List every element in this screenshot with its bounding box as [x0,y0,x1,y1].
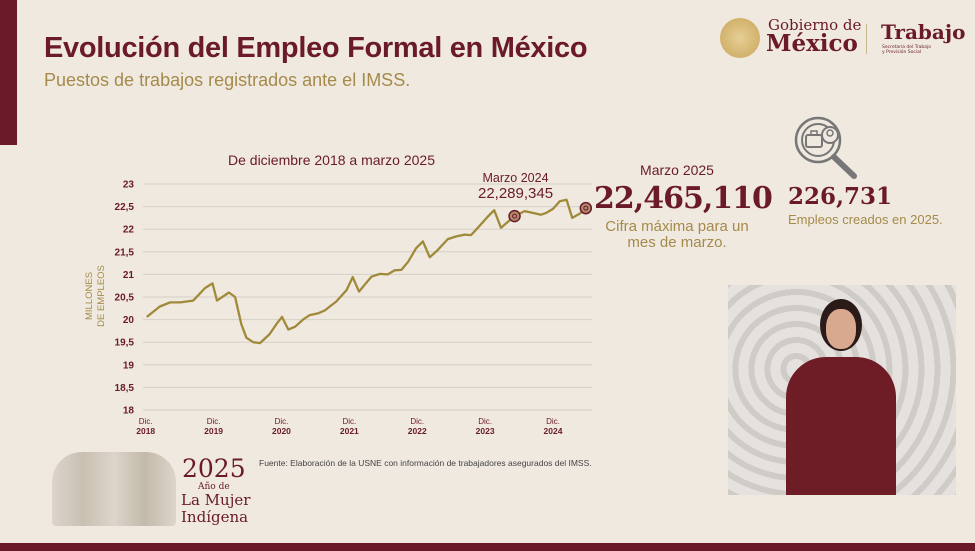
x-tick-label-month: Dic. [275,417,289,426]
highlight-value: 22,465,110 [594,181,773,216]
y-tick-label: 18,5 [115,383,135,394]
y-label-line1: MILLONES [84,272,95,320]
trabajo-logo-subtitle: Secretaría del Trabajo y Previsión Social [882,45,931,55]
jobs-created-caption: Empleos creados en 2025. [788,212,943,227]
data-point-marker [508,209,521,223]
x-tick-label-month: Dic. [478,417,492,426]
gobierno-logo-line2: México [766,30,858,57]
data-point-marker [579,201,593,215]
data-point-marker-center [512,213,518,219]
gobierno-logo-line1: Gobierno de [768,16,862,34]
y-tick-label: 23 [123,180,135,191]
x-tick-label-month: Dic. [342,417,356,426]
x-tick-label-month: Dic. [207,417,221,426]
job-search-icon [794,116,857,179]
interpreter-body [786,357,896,495]
employment-line-chart: MILLONES DE EMPLEOS 18 18,5 19 19,5 20 20,5 21… [84,171,593,436]
highlight-label: Marzo 2025 [640,162,714,178]
page-subtitle: Puestos de trabajos registrados ante el … [44,70,411,90]
footer-bar [0,543,975,551]
indigenous-women-illustration [52,452,176,526]
page-title: Evolución del Empleo Formal en México [44,32,588,64]
y-tick-label: 21 [123,270,135,281]
badge-line3: Indígena [181,508,249,526]
series-line [146,198,587,345]
jobs-created-value: 226,731 [788,183,893,210]
seal-icon [720,18,760,58]
source-note: Fuente: Elaboración de la USNE con infor… [259,458,592,468]
badge-line2: La Mujer [181,491,251,509]
badge-line1: Año de [198,482,230,492]
y-tick-label: 22 [123,225,135,236]
y-tick-label: 22,5 [115,202,135,213]
y-tick-label: 21,5 [115,247,135,258]
x-tick-label-year: 2019 [204,426,223,436]
caption-line2: mes de marzo. [627,234,727,251]
trabajo-logo: Trabajo [881,20,966,44]
y-tick-label: 19 [123,360,135,371]
highlight-caption: Cifra máxima para un mes de marzo. [598,219,756,251]
x-tick-label-year: 2022 [408,426,427,436]
logo-divider [866,24,867,54]
x-tick-label-year: 2024 [544,426,563,436]
trabajo-sub1: Secretaría del Trabajo [882,45,932,50]
y-tick-label: 20 [123,315,135,326]
badge-year: 2025 [182,454,246,483]
y-label-line2: DE EMPLEOS [96,265,107,327]
annotation-label: Marzo 2024 [483,171,549,185]
caption-line1: Cifra máxima para un [605,218,749,235]
annotation-value: 22,289,345 [478,185,553,202]
y-tick-label: 20,5 [115,293,135,304]
x-tick-label-month: Dic. [139,417,153,426]
accent-bar [0,0,17,145]
trabajo-sub2: y Previsión Social [882,50,922,55]
x-tick-label-year: 2020 [272,426,291,436]
sign-language-interpreter-video [728,285,956,495]
y-tick-label: 18 [123,406,135,417]
data-point-marker-center [583,205,589,211]
chart-title: De diciembre 2018 a marzo 2025 [228,152,436,168]
x-tick-label-month: Dic. [410,417,424,426]
x-tick-label-year: 2023 [476,426,495,436]
y-axis-label: MILLONES DE EMPLEOS [84,265,107,327]
x-tick-label-year: 2021 [340,426,359,436]
x-tick-label-month: Dic. [546,417,560,426]
interpreter-face [826,309,856,349]
x-tick-label-year: 2018 [136,426,155,436]
y-tick-label: 19,5 [115,338,135,349]
